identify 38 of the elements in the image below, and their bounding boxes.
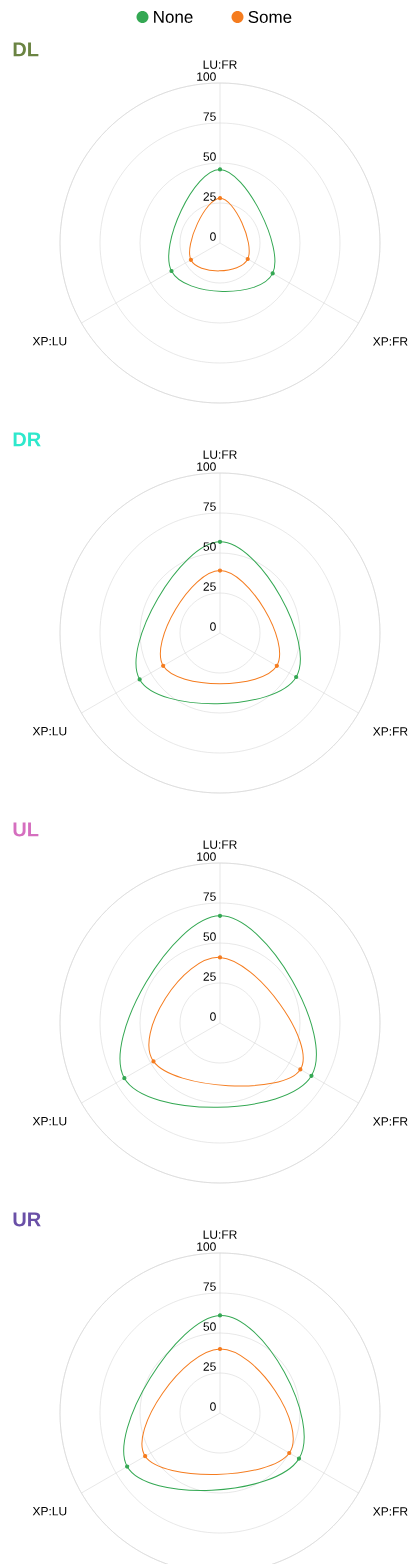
y-tick-label: 100 (197, 852, 216, 861)
legend-label: None (154, 11, 193, 23)
chart-title: DR (13, 432, 41, 447)
spoke-label: XP:LU (32, 337, 67, 346)
y-tick-label: 25 (203, 1362, 216, 1371)
spoke-label: XP:FR (373, 727, 408, 736)
y-tick-label: 50 (203, 152, 216, 161)
spoke-label: XP:FR (373, 337, 408, 346)
y-tick-label: 75 (203, 1282, 216, 1291)
y-tick-label: 75 (203, 892, 216, 901)
spoke-label: XP:LU (32, 1507, 67, 1516)
spoke-label: XP:LU (32, 727, 67, 736)
y-tick-label: 25 (203, 582, 216, 591)
y-tick-label: 0 (210, 232, 216, 241)
y-tick-label: 75 (203, 112, 216, 121)
y-tick-label: 25 (203, 972, 216, 981)
legend-label: Some (248, 10, 292, 24)
spoke-label: XP:FR (373, 1507, 408, 1516)
chart-title: UR (13, 1212, 41, 1227)
text: DL (13, 42, 39, 57)
y-tick-label: 50 (203, 932, 216, 941)
y-tick-label: 0 (210, 1012, 216, 1021)
spoke-label: LU:FR (203, 450, 237, 459)
y-tick-label: 0 (210, 1402, 216, 1411)
y-tick-label: 100 (197, 462, 216, 471)
spoke-label: XP:FR (373, 1117, 408, 1126)
spoke-label: LU:FR (203, 840, 237, 849)
spoke-label: LU:FR (203, 60, 237, 69)
y-tick-label: 25 (203, 192, 216, 201)
y-tick-label: 0 (210, 622, 216, 631)
chart-title: UL (13, 822, 39, 837)
y-tick-label: 50 (203, 1322, 216, 1331)
y-tick-label: 50 (203, 542, 216, 551)
y-tick-label: 100 (197, 72, 216, 81)
y-tick-label: 100 (197, 1242, 216, 1251)
y-tick-label: 75 (203, 502, 216, 511)
spoke-label: XP:LU (32, 1117, 67, 1126)
spoke-label: LU:FR (203, 1230, 237, 1239)
